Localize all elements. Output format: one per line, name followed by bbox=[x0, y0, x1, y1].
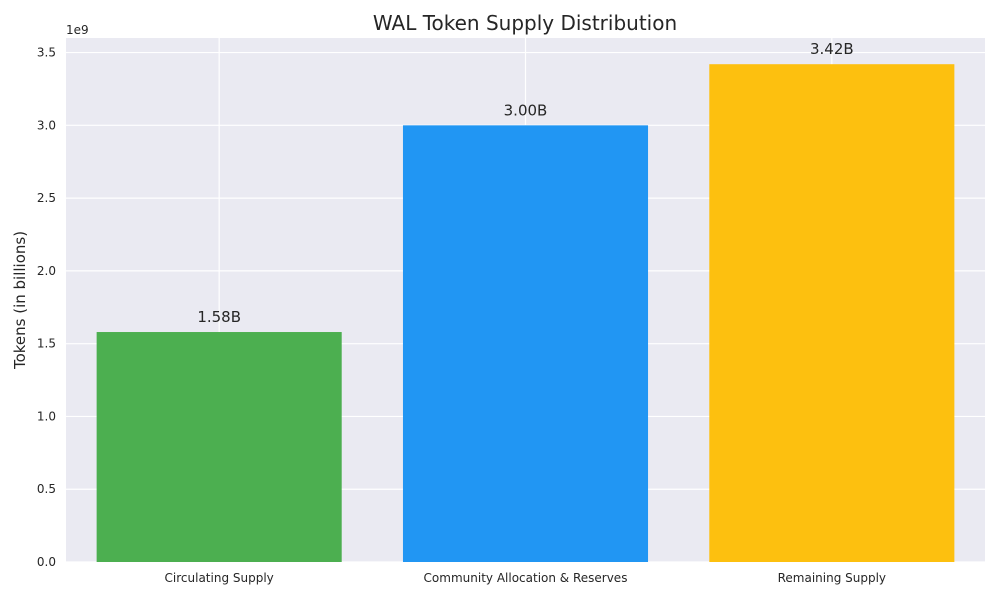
y-axis-ticks: 0.0 0.5 1.0 1.5 2.0 2.5 3.0 3.5 bbox=[37, 46, 56, 569]
bars bbox=[96, 64, 955, 562]
data-labels: 1.58B 3.00B 3.42B bbox=[197, 40, 853, 326]
y-axis-label: Tokens (in billions) bbox=[11, 231, 29, 370]
y-axis-offset-label: 1e9 bbox=[66, 23, 89, 37]
x-tick-label: Circulating Supply bbox=[165, 571, 274, 585]
x-axis-ticks: Circulating Supply Community Allocation &… bbox=[165, 571, 887, 585]
x-tick-label: Remaining Supply bbox=[778, 571, 886, 585]
y-tick-label: 3.5 bbox=[37, 46, 56, 60]
y-tick-label: 0.5 bbox=[37, 482, 56, 496]
chart-title: WAL Token Supply Distribution bbox=[373, 11, 677, 35]
y-tick-label: 0.0 bbox=[37, 555, 56, 569]
bar-data-label: 1.58B bbox=[197, 308, 241, 326]
x-tick-label: Community Allocation & Reserves bbox=[424, 571, 628, 585]
y-tick-label: 3.0 bbox=[37, 118, 56, 132]
bar bbox=[402, 125, 649, 562]
y-tick-label: 1.5 bbox=[37, 337, 56, 351]
y-tick-label: 2.5 bbox=[37, 191, 56, 205]
bar bbox=[96, 332, 342, 562]
y-tick-label: 1.0 bbox=[37, 409, 56, 423]
y-tick-label: 2.0 bbox=[37, 264, 56, 278]
bar bbox=[709, 64, 955, 562]
bar-data-label: 3.00B bbox=[504, 101, 548, 119]
bar-data-label: 3.42B bbox=[810, 40, 854, 58]
